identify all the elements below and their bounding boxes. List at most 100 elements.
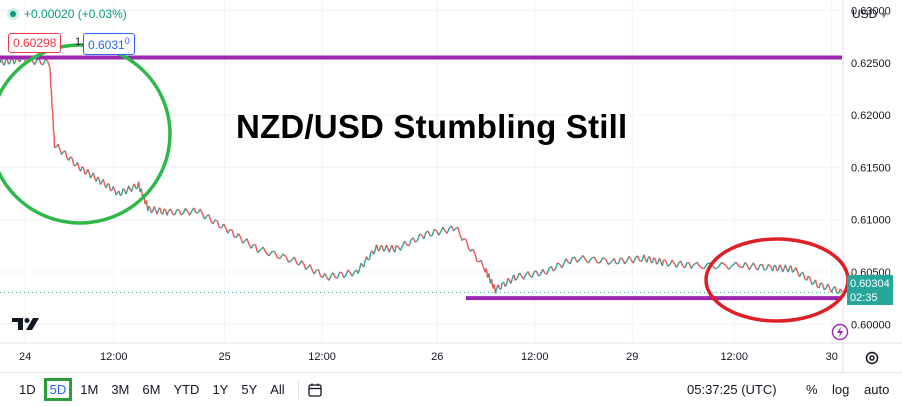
price-segment [480,260,484,268]
price-segment [744,262,748,266]
price-segment [453,227,457,232]
price-segment [636,255,641,262]
price-segment [313,270,317,275]
price-segment [485,268,488,272]
price-segment [408,239,412,247]
price-segment [593,256,598,263]
currency-selector[interactable]: USD ▼ [852,7,888,21]
price-segment [81,166,84,169]
price-segment [300,260,305,264]
log-scale-toggle[interactable]: log [832,382,850,397]
price-segment [823,287,827,291]
price-segment [222,223,227,229]
bolt-icon[interactable] [831,323,849,346]
green-annotation-circle [0,43,172,225]
price-segment [500,282,504,290]
price-segment [643,254,646,260]
price-segment [298,260,303,266]
price-segment [201,213,206,220]
price-segment [178,209,182,216]
price-segment [656,262,659,265]
auto-scale-toggle[interactable]: auto [864,382,890,397]
price-segment [605,258,610,265]
x-tick-label: 12:00 [100,351,128,363]
price-segment [513,274,516,281]
red-annotation-circle [704,237,850,323]
price-segment [34,59,38,66]
price-segment [653,257,656,260]
x-tick-label: 12:00 [308,351,336,363]
price-segment [588,257,593,264]
range-ytd-button[interactable]: YTD [173,382,200,397]
price-segment [372,251,376,255]
price-segment [102,179,106,186]
price-segment [257,249,261,254]
price-segment [680,260,684,267]
price-segment [216,220,221,228]
price-segment [779,264,782,268]
price-segment [40,63,44,66]
price-segment [465,239,470,249]
price-segment [820,282,824,285]
tradingview-logo-icon[interactable] [12,316,42,337]
range-3m-button[interactable]: 3M [111,382,130,397]
range-1m-button[interactable]: 1M [80,382,99,397]
price-segment [438,231,442,236]
price-segment [381,245,385,252]
range-6m-button[interactable]: 6M [142,382,161,397]
range-1y-button[interactable]: 1Y [212,382,229,397]
price-segment [128,185,131,190]
price-segment [491,279,494,287]
range-all-button[interactable]: All [270,382,285,397]
currency-label: USD [852,7,878,21]
price-segment [765,264,770,270]
price-segment [360,262,363,266]
price-segment [358,263,362,270]
utc-clock[interactable]: 05:37:25 (UTC) [687,382,777,397]
price-segment [378,245,382,252]
price-segment [99,181,103,185]
price-segment [64,150,68,158]
last-price-value: 0.60304 [850,278,890,290]
percent-scale-toggle[interactable]: % [806,382,818,397]
price-segment [703,262,709,270]
settings-icon[interactable] [864,350,880,371]
price-segment [140,188,143,197]
price-segment [148,205,151,209]
price-segment [250,244,254,249]
price-segment [696,261,702,268]
price-segment [285,256,290,263]
price-segment [591,256,595,259]
price-segment [174,209,178,216]
price-segment [561,263,565,269]
price-segment [394,245,397,253]
price-segment [166,211,170,216]
price-segment [169,208,174,215]
market-status-dot [10,11,16,17]
price-segment [208,214,212,222]
range-1d-button[interactable]: 1D [19,382,36,397]
ask-price-button[interactable]: 0.60310 [83,33,135,55]
price-segment [150,210,154,214]
price-segment [667,263,671,267]
price-segment [494,287,498,294]
price-segment [268,251,273,257]
y-tick-label: 0.61500 [851,162,891,174]
price-segment [113,189,117,196]
price-segment [675,263,680,268]
chevron-down-icon: ▼ [879,10,889,20]
price-segment [651,257,655,264]
price-segment [546,267,550,275]
price-segment [748,265,753,271]
price-segment [227,228,231,234]
price-segment [569,257,574,264]
goto-date-icon[interactable] [307,382,323,398]
price-segment [690,264,695,269]
bid-price-button[interactable]: 0.60298 [8,33,62,53]
price-segment [162,208,165,215]
range-5d-button[interactable]: 5D [43,378,73,401]
range-5y-button[interactable]: 5Y [241,382,258,397]
price-segment [345,269,349,276]
price-change-text: +0.00020 (+0.03%) [24,7,127,21]
